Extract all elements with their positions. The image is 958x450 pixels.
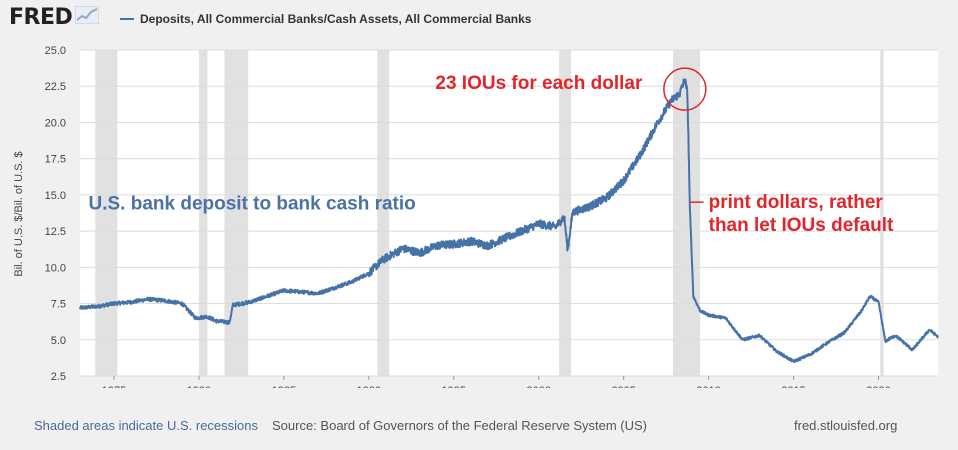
site-link[interactable]: fred.stlouisfed.org — [794, 418, 898, 433]
gridlines — [80, 49, 938, 377]
series-legend: Deposits, All Commercial Banks/Cash Asse… — [120, 12, 531, 26]
y-tick-label: 25.0 — [45, 45, 66, 57]
print-annotation-line1: print dollars, rather — [709, 192, 884, 213]
y-tick-label: 5.0 — [51, 335, 66, 347]
y-tick-label: 7.5 — [51, 299, 66, 311]
x-axis: 1975 1980 1985 1990 1995 2000 2005 2010 2015 2020 — [102, 376, 891, 388]
recession-shading — [95, 50, 884, 376]
y-tick-label: 22.5 — [45, 81, 66, 93]
recession-band — [95, 50, 118, 376]
y-tick-label: 12.5 — [45, 226, 66, 238]
recession-band — [559, 50, 572, 376]
series-legend-label: Deposits, All Commercial Banks/Cash Asse… — [140, 12, 532, 26]
y-tick-label: 15.0 — [45, 190, 66, 202]
x-tick-label: 1985 — [272, 385, 296, 388]
recession-band — [672, 50, 701, 376]
recession-band — [224, 50, 249, 376]
recession-band — [377, 50, 390, 376]
recession-band — [198, 50, 208, 376]
y-tick-label: 20.0 — [45, 117, 66, 129]
source-note: Source: Board of Governors of the Federa… — [272, 418, 647, 433]
recession-band — [880, 50, 884, 376]
line-chart-icon — [74, 5, 100, 29]
fred-logo[interactable]: FRED — [9, 5, 100, 30]
y-tick-label: 2.5 — [51, 371, 66, 383]
peak-highlight-circle — [663, 67, 707, 111]
ratio-annotation: U.S. bank deposit to bank cash ratio — [88, 193, 415, 214]
legend-swatch — [120, 18, 134, 20]
x-tick-label: 2000 — [526, 385, 550, 388]
print-annotation-line2: than let IOUs default — [709, 215, 894, 236]
series-line — [79, 78, 939, 364]
x-tick-label: 1980 — [187, 385, 211, 388]
y-tick-label: 10.0 — [45, 262, 66, 274]
x-tick-label: 2005 — [611, 385, 635, 388]
x-tick-label: 2020 — [866, 385, 890, 388]
x-tick-label: 2015 — [781, 385, 805, 388]
x-tick-label: 2010 — [696, 385, 720, 388]
line-chart: 1975 1980 1985 1990 1995 2000 2005 2010 2015 2020… — [13, 45, 939, 388]
x-tick-label: 1990 — [357, 385, 381, 388]
x-tick-label: 1975 — [102, 385, 126, 388]
recession-note[interactable]: Shaded areas indicate U.S. recessions — [34, 418, 259, 433]
peak-annotation: 23 IOUs for each dollar — [435, 73, 643, 94]
y-axis-label: Bil. of U.S. $/Bil. of U.S. $ — [13, 151, 25, 276]
logo-text: FRED — [9, 5, 73, 30]
y-tick-label: 17.5 — [45, 154, 66, 166]
y-axis: 2.5 5.0 7.5 10.0 12.5 15.0 17.5 20.0 22.5 25.0 — [45, 45, 66, 383]
x-tick-label: 1995 — [442, 385, 466, 388]
